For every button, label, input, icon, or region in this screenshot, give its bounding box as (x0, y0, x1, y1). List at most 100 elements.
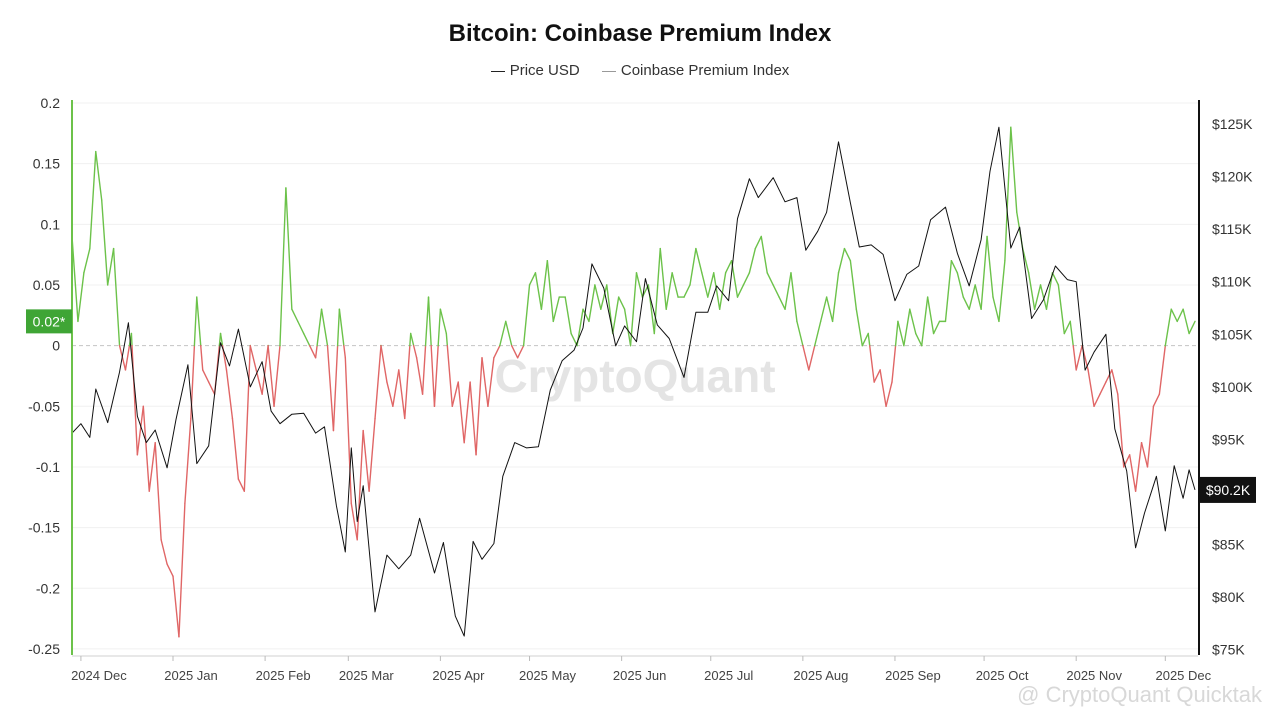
x-tick-label: 2025 May (519, 668, 577, 683)
premium-segment (588, 284, 596, 323)
footer-credit: @ CryptoQuant Quicktak (1017, 682, 1263, 707)
premium-segment (338, 308, 345, 347)
premium-segment (446, 344, 453, 407)
x-tick-label: 2025 Apr (432, 668, 485, 683)
premium-series (71, 126, 1196, 638)
premium-segment (825, 296, 834, 323)
premium-segment (701, 272, 709, 298)
premium-segment (320, 308, 329, 347)
premium-segment (564, 296, 572, 335)
premium-segment (748, 247, 757, 274)
premium-segment (986, 235, 994, 298)
premium-segment (437, 308, 442, 347)
premium-segment (475, 357, 483, 456)
premium-segment (1093, 393, 1101, 407)
right-tick-label: $125K (1212, 116, 1253, 132)
cryptoquant-watermark: CryptoQuant (494, 350, 775, 402)
premium-segment (237, 478, 246, 492)
premium-segment (724, 260, 733, 274)
premium-segment (350, 502, 358, 541)
premium-segment (534, 272, 543, 310)
x-tick-label: 2025 Mar (339, 668, 395, 683)
premium-segment (1158, 344, 1167, 395)
premium-segment (1099, 381, 1107, 395)
premium-segment (439, 308, 448, 335)
premium-segment (196, 296, 202, 347)
premium-segment (308, 344, 317, 359)
premium-segment (790, 272, 798, 323)
premium-segment (980, 235, 988, 310)
premium-segment (903, 308, 911, 347)
premium-segment (855, 308, 863, 347)
premium-segment (998, 260, 1006, 323)
premium-segment (1146, 405, 1155, 468)
premium-segment (148, 441, 156, 492)
premium-segment (778, 296, 786, 310)
premium-segment (101, 199, 109, 286)
premium-segment (368, 417, 376, 492)
premium-segment (885, 381, 893, 407)
premium-segment (249, 344, 257, 371)
premium-segment (392, 369, 400, 407)
left-axis-ticks: 0.2 0.15 0.1 0.05 0 -0.05 -0.1 -0.15 -0.2 -0.25 (28, 95, 60, 657)
premium-segment (225, 369, 234, 420)
premium-segment (261, 344, 269, 395)
right-tick-label: $95K (1212, 431, 1245, 447)
premium-segment (689, 247, 697, 286)
premium-segment (879, 369, 887, 407)
premium-segment (285, 187, 293, 310)
premium-segment (511, 344, 519, 359)
premium-segment (124, 344, 131, 371)
premium-segment (1140, 441, 1149, 468)
legend-item-price[interactable]: Price USD (490, 62, 580, 79)
left-tick-label: -0.2 (36, 580, 60, 596)
premium-segment (695, 247, 703, 274)
premium-segment (713, 272, 721, 310)
premium-segment (356, 429, 364, 541)
x-tick-label: 2025 Aug (793, 668, 848, 683)
right-tick-label: $110K (1212, 274, 1252, 290)
premium-segment (653, 247, 661, 335)
right-tick-label: $75K (1212, 642, 1245, 658)
legend-item-premium[interactable]: Coinbase Premium Index (601, 62, 789, 79)
premium-segment (891, 344, 897, 383)
x-tick-label: 2024 Dec (71, 668, 127, 683)
premium-segment (344, 357, 352, 505)
premium-segment (469, 381, 477, 456)
premium-segment (445, 332, 449, 347)
premium-segment (326, 344, 335, 432)
premium-segment (193, 296, 198, 347)
price-last-value-badge (1200, 476, 1256, 503)
right-tick-label: $120K (1212, 169, 1253, 185)
premium-segment (760, 235, 768, 274)
premium-segment (415, 357, 424, 395)
premium-segment (279, 187, 287, 347)
premium-segment (142, 405, 150, 492)
premium-segment (409, 332, 415, 347)
premium-segment (297, 320, 305, 335)
premium-segment (956, 272, 964, 298)
premium-segment (131, 344, 139, 456)
premium-segment (1069, 320, 1074, 347)
price-line (71, 126, 1196, 637)
premium-segment (968, 284, 976, 310)
premium-segment (920, 296, 929, 347)
chart-legend: Price USD Coinbase Premium Index (0, 62, 1280, 79)
premium-segment (869, 344, 875, 383)
left-tick-label: -0.1 (36, 459, 60, 475)
premium-segment (427, 296, 432, 347)
premium-segment (671, 272, 679, 298)
right-tick-label: $115K (1212, 221, 1252, 237)
premium-segment (1117, 393, 1125, 468)
premium-segment (1152, 393, 1161, 407)
premium-segment (861, 332, 869, 347)
premium-segment (962, 296, 970, 310)
premium-segment (95, 150, 103, 201)
premium-segment (1087, 369, 1095, 407)
premium-segment (754, 235, 762, 250)
premium-segment (255, 369, 263, 395)
premium-segment (974, 284, 982, 310)
premium-segment (316, 308, 323, 347)
premium-segment (481, 357, 489, 407)
